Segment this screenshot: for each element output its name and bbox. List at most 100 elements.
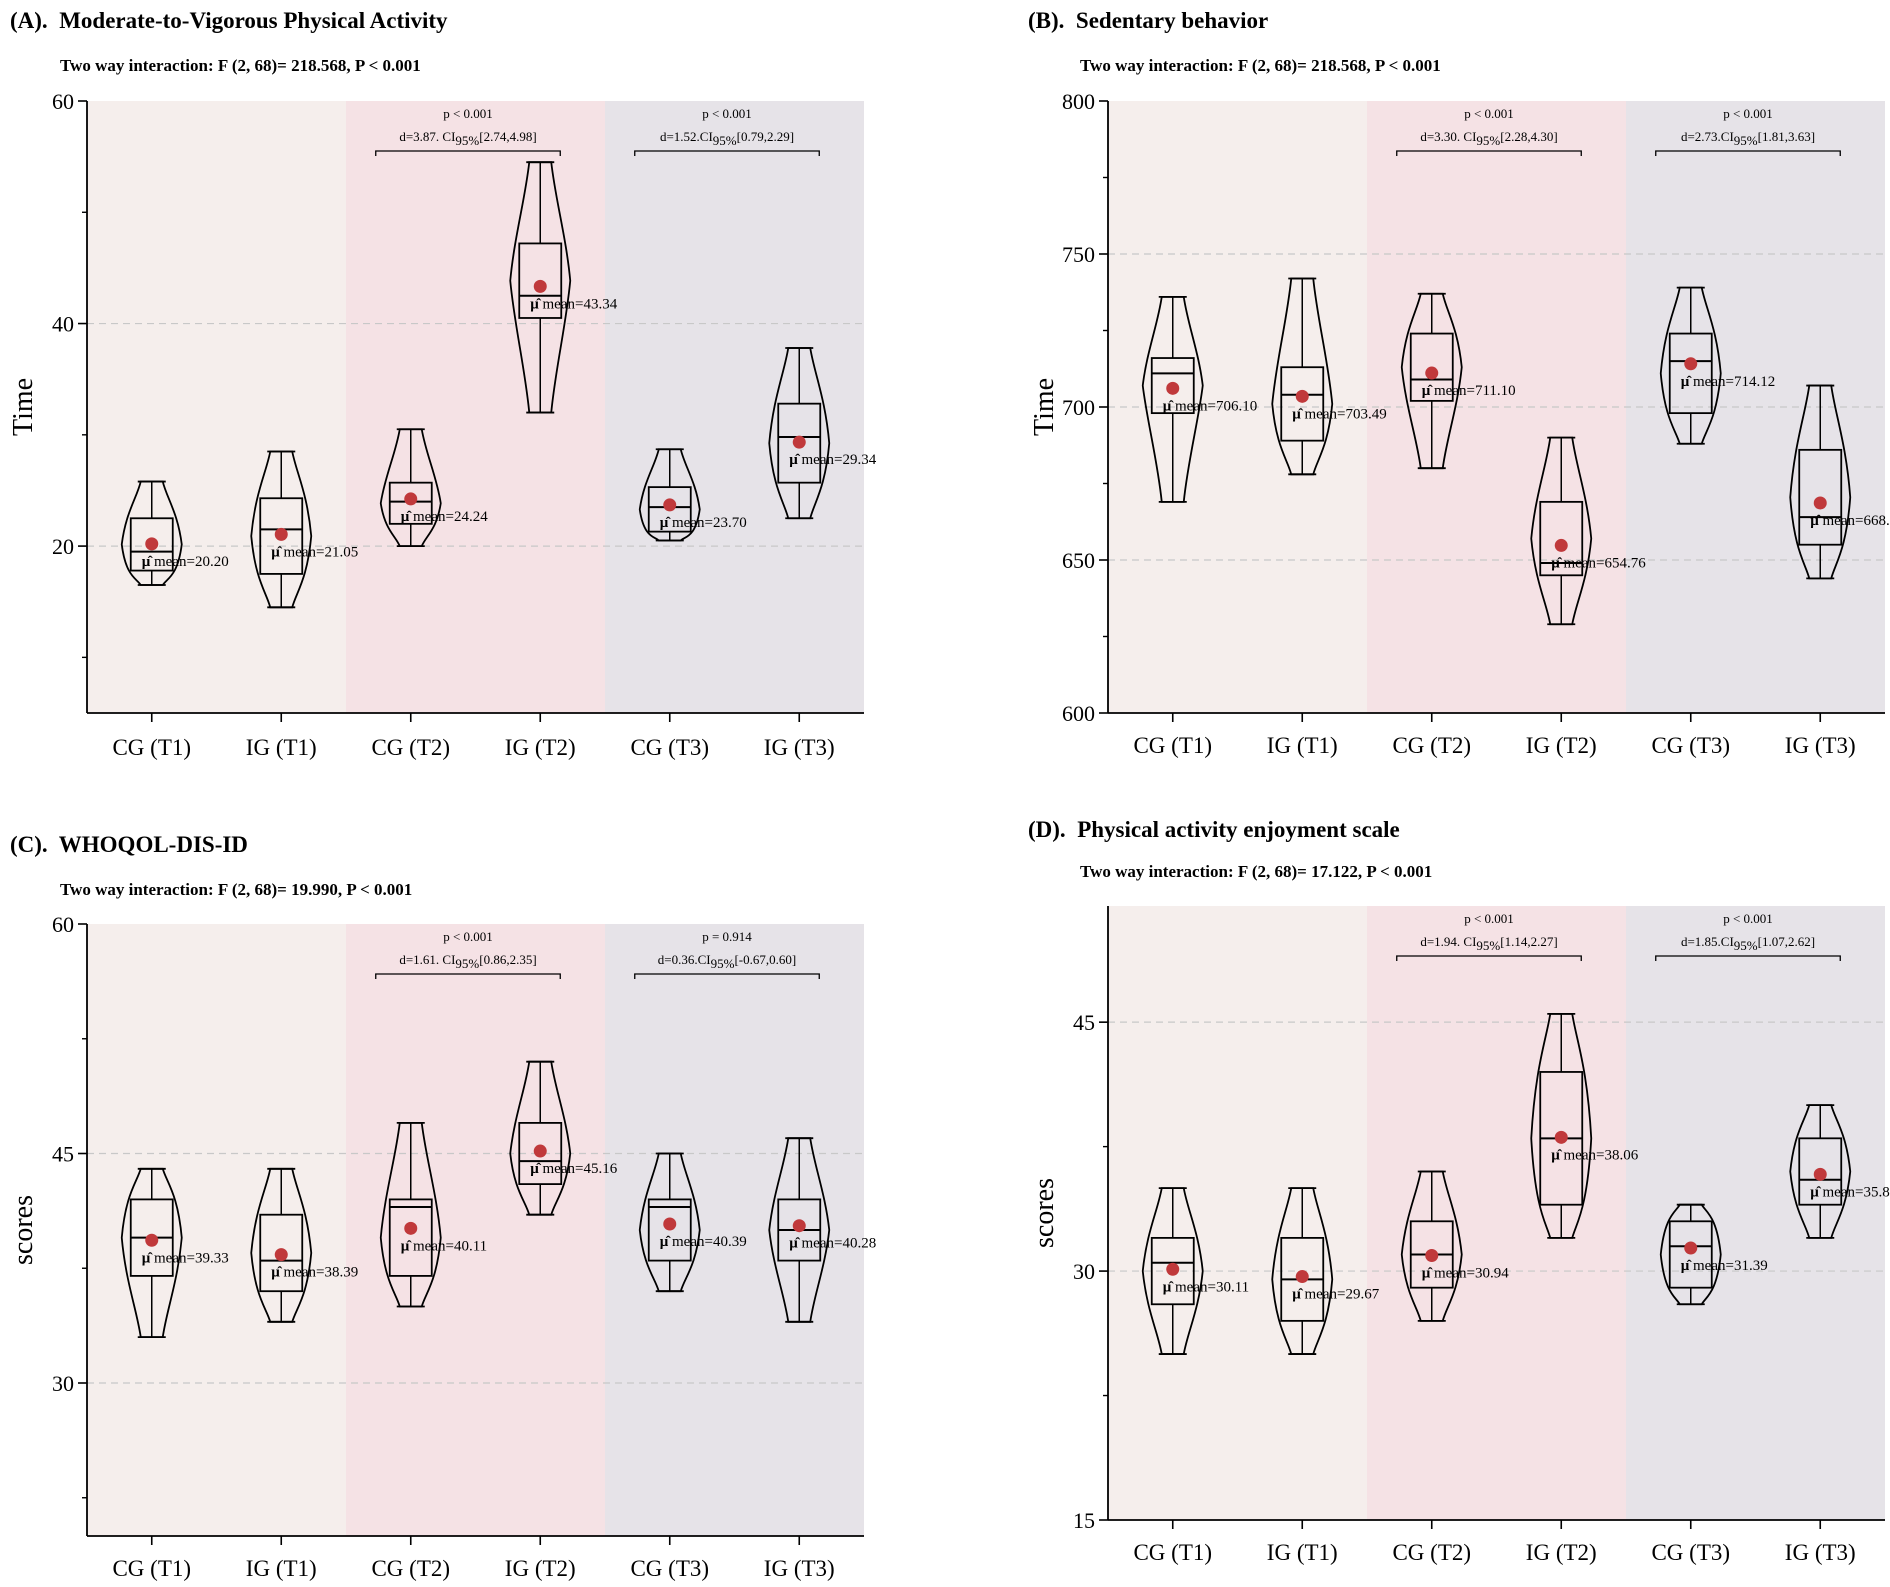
- comparison-p-value: p < 0.001: [702, 106, 752, 121]
- iqr-box: [1150, 357, 1195, 415]
- y-tick-label: 800: [1062, 89, 1095, 114]
- x-tick-label: IG (T1): [246, 1556, 317, 1581]
- comparison-effect-size: d=3.87. CI95%[2.74,4.98]: [399, 129, 536, 148]
- iqr-box: [388, 1198, 433, 1277]
- mean-label: μ̂ mean=31.39: [1681, 1258, 1768, 1274]
- mean-label: μ̂ mean=30.94: [1422, 1265, 1509, 1281]
- x-tick-label: CG (T3): [630, 735, 709, 760]
- mean-dot: [533, 1144, 547, 1158]
- mean-value: mean=35.83: [1823, 1184, 1890, 1200]
- comparison-bracket: [1655, 955, 1841, 961]
- panel-a-label: (A).: [10, 8, 48, 33]
- mean-label: μ̂ mean=29.34: [789, 452, 876, 468]
- effect-d: d=1.61. CI: [399, 952, 455, 967]
- mean-value: mean=703.49: [1305, 406, 1387, 422]
- x-tick-label: CG (T2): [371, 735, 450, 760]
- mean-label: μ̂ mean=654.76: [1551, 555, 1646, 571]
- comparison-bracket: [375, 973, 561, 979]
- y-tick-label: 600: [1062, 701, 1095, 726]
- mean-symbol: μ̂: [1551, 1147, 1563, 1163]
- panel-c-title-text: WHOQOL-DIS-ID: [58, 832, 248, 857]
- x-tick-label: IG (T3): [1785, 1540, 1856, 1565]
- y-axis-label: scores: [8, 1195, 39, 1265]
- effect-d: d=3.30. CI: [1420, 129, 1476, 144]
- panel-a-subtitle: Two way interaction: F (2, 68)= 218.568,…: [60, 56, 421, 75]
- mean-symbol: μ̂: [1681, 1258, 1693, 1274]
- chart-panel-c: 30 45 60 scores CG (T1) IG (T1) CG (T2) IG (T2)…: [8, 912, 876, 1581]
- iqr-box: [647, 486, 692, 533]
- band-bg_t1: [1108, 906, 1367, 1520]
- mean-value: mean=43.34: [543, 296, 618, 312]
- mean-label: μ̂ mean=21.05: [271, 544, 358, 560]
- mean-label: μ̂ mean=40.39: [660, 1234, 747, 1250]
- mean-dot: [792, 435, 806, 449]
- mean-symbol: μ̂: [1810, 1184, 1822, 1200]
- mean-value: mean=38.39: [284, 1265, 359, 1281]
- mean-dot: [663, 498, 677, 512]
- mean-value: mean=714.12: [1693, 374, 1775, 390]
- band-bg_t2: [346, 101, 605, 713]
- comparison-p-value: p < 0.001: [1464, 911, 1514, 926]
- mean-label: μ̂ mean=714.12: [1681, 374, 1775, 390]
- mean-dot: [792, 1219, 806, 1233]
- x-tick-label: IG (T1): [1267, 733, 1338, 758]
- x-tick-label: CG (T1): [112, 735, 191, 760]
- iqr-box: [1668, 1220, 1713, 1289]
- iqr-box: [1280, 366, 1325, 442]
- panel-c-label: (C).: [10, 832, 48, 857]
- effect-ci: [0.86,2.35]: [479, 952, 536, 967]
- mean-dot: [404, 492, 418, 506]
- mean-dot: [1684, 357, 1698, 371]
- mean-dot: [274, 527, 288, 541]
- y-tick-label: 750: [1062, 242, 1095, 267]
- mean-symbol: μ̂: [1422, 1265, 1434, 1281]
- x-tick-label: CG (T1): [112, 1556, 191, 1581]
- iqr-box: [259, 497, 304, 575]
- mean-symbol: μ̂: [789, 1236, 801, 1252]
- mean-label: μ̂ mean=24.24: [401, 509, 488, 525]
- comparison-effect-size: d=3.30. CI95%[2.28,4.30]: [1420, 129, 1557, 148]
- band-bg_t1: [87, 101, 346, 713]
- y-tick-label: 30: [1073, 1259, 1095, 1284]
- mean-value: mean=45.16: [543, 1161, 618, 1177]
- x-tick-label: IG (T2): [1526, 733, 1597, 758]
- iqr-box: [388, 481, 433, 525]
- mean-value: mean=668.63: [1823, 513, 1890, 529]
- y-axis-label: scores: [1029, 1178, 1060, 1248]
- mean-value: mean=30.94: [1434, 1265, 1509, 1281]
- comparison-p-value: p < 0.001: [1723, 911, 1773, 926]
- mean-symbol: μ̂: [1292, 406, 1304, 422]
- mean-symbol: μ̂: [1422, 383, 1434, 399]
- band-bg_t3: [605, 101, 864, 713]
- mean-label: μ̂ mean=40.28: [789, 1236, 876, 1252]
- mean-dot: [1813, 496, 1827, 510]
- x-tick-label: CG (T3): [630, 1556, 709, 1581]
- comparison-effect-size: d=1.85.CI95%[1.07,2.62]: [1681, 934, 1815, 953]
- mean-label: μ̂ mean=39.33: [142, 1250, 229, 1266]
- iqr-box: [259, 1213, 304, 1293]
- band-bg_t1: [87, 924, 346, 1536]
- x-tick-label: IG (T3): [764, 1556, 835, 1581]
- mean-dot: [533, 279, 547, 293]
- comparison-bracket: [634, 973, 820, 979]
- effect-ci: [0.79,2.29]: [737, 129, 794, 144]
- y-tick-label: 650: [1062, 548, 1095, 573]
- chart-panel-d: 15 30 45 scores CG (T1) IG (T1) CG (T2) IG (T2)…: [1029, 906, 1890, 1565]
- x-tick-label: CG (T2): [1392, 1540, 1471, 1565]
- mean-symbol: μ̂: [1163, 398, 1175, 414]
- x-tick-label: CG (T1): [1133, 1540, 1212, 1565]
- effect-d: d=1.94. CI: [1420, 934, 1476, 949]
- mean-dot: [1813, 1167, 1827, 1181]
- mean-dot: [145, 537, 159, 551]
- comparison-effect-size: d=1.61. CI95%[0.86,2.35]: [399, 952, 536, 971]
- effect-d: d=3.87. CI: [399, 129, 455, 144]
- mean-dot: [1554, 1130, 1568, 1144]
- x-tick-label: IG (T2): [505, 1556, 576, 1581]
- iqr-box: [1798, 448, 1843, 546]
- panel-c-subtitle: Two way interaction: F (2, 68)= 19.990, …: [60, 880, 413, 899]
- comparison-effect-size: d=1.52.CI95%[0.79,2.29]: [660, 129, 794, 148]
- panel-d-title: (D). Physical activity enjoyment scale: [1028, 817, 1400, 843]
- y-tick-label: 700: [1062, 395, 1095, 420]
- comparison-bracket: [1655, 150, 1841, 156]
- comparison-effect-size: d=2.73.CI95%[1.81,3.63]: [1681, 129, 1815, 148]
